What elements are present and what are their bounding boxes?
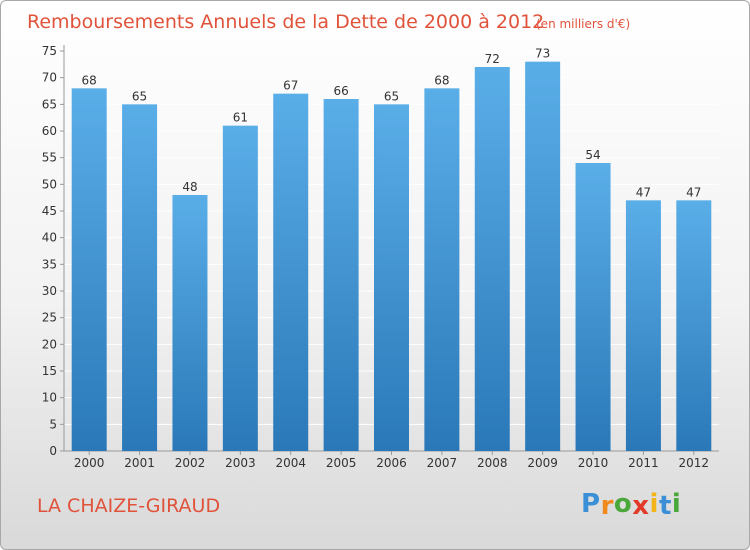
chart-title: Remboursements Annuels de la Dette de 20…	[27, 11, 544, 33]
x-tick-label: 2006	[376, 456, 407, 470]
x-tick-label: 2007	[427, 456, 458, 470]
bar-2007	[424, 88, 460, 451]
y-tick-label: 25	[42, 311, 57, 325]
x-tick-label: 2010	[578, 456, 609, 470]
logo-letter: r	[600, 491, 614, 521]
bar-2003	[222, 125, 258, 452]
chart-subtitle: (en milliers d'€)	[536, 17, 630, 31]
x-tick-label: 2012	[679, 456, 710, 470]
bar-2006	[374, 104, 409, 451]
x-tick-label: 2008	[477, 456, 508, 470]
bar-2004	[273, 93, 309, 452]
data-label: 48	[182, 180, 197, 194]
data-label: 68	[82, 73, 97, 87]
data-label: 65	[132, 89, 147, 103]
logo-letter: o	[613, 489, 633, 519]
bar-2011	[625, 200, 661, 451]
data-label: 47	[686, 185, 701, 199]
bar-2001	[122, 104, 158, 451]
y-tick-label: 0	[49, 444, 57, 458]
logo-letter: i	[649, 489, 659, 519]
logo-letter: x	[632, 491, 650, 521]
data-label: 65	[384, 89, 399, 103]
y-tick-label: 45	[42, 204, 57, 218]
data-label: 66	[333, 84, 348, 98]
x-tick-label: 2001	[124, 456, 155, 470]
data-label: 54	[585, 148, 600, 162]
data-label: 73	[535, 47, 550, 61]
x-tick-label: 2000	[74, 456, 105, 470]
proxiti-logo: Proxiti	[581, 489, 682, 521]
y-tick-label: 15	[42, 364, 57, 378]
x-tick-label: 2009	[527, 456, 558, 470]
y-tick-label: 40	[42, 231, 57, 245]
bar-2012	[676, 200, 712, 451]
y-tick-label: 55	[42, 151, 57, 165]
bar-2000	[71, 88, 107, 451]
labels: 0 5 10 15 20 25 30 35 40 45 50 55 60 65 70 75 68 2000 65 20…	[42, 44, 709, 470]
y-tick-label: 65	[42, 97, 57, 111]
data-label: 68	[434, 73, 449, 87]
y-tick-label: 50	[42, 177, 57, 191]
y-tick-label: 35	[42, 257, 57, 271]
x-tick-label: 2003	[225, 456, 256, 470]
logo-letter: t	[658, 491, 672, 521]
y-tick-label: 70	[42, 71, 57, 85]
y-tick-label: 20	[42, 337, 57, 351]
bar-2009	[525, 61, 561, 452]
data-label: 67	[283, 79, 298, 93]
data-label: 47	[636, 185, 651, 199]
x-tick-label: 2011	[628, 456, 659, 470]
x-tick-label: 2002	[175, 456, 206, 470]
y-tick-label: 75	[42, 44, 57, 58]
data-label: 61	[233, 111, 248, 125]
bars	[71, 61, 712, 452]
y-tick-label: 10	[42, 391, 57, 405]
logo-letter: P	[581, 489, 601, 519]
data-label: 72	[485, 52, 500, 66]
y-tick-label: 5	[49, 417, 57, 431]
y-tick-label: 30	[42, 284, 57, 298]
bar-2002	[172, 195, 208, 451]
logo-letter: i	[671, 489, 682, 519]
bar-2008	[474, 67, 510, 451]
x-tick-label: 2005	[326, 456, 357, 470]
bar-2005	[323, 99, 359, 451]
x-tick-label: 2004	[275, 456, 306, 470]
commune-name: LA CHAIZE-GIRAUD	[37, 495, 221, 517]
bar-2010	[575, 163, 611, 451]
y-tick-label: 60	[42, 124, 57, 138]
